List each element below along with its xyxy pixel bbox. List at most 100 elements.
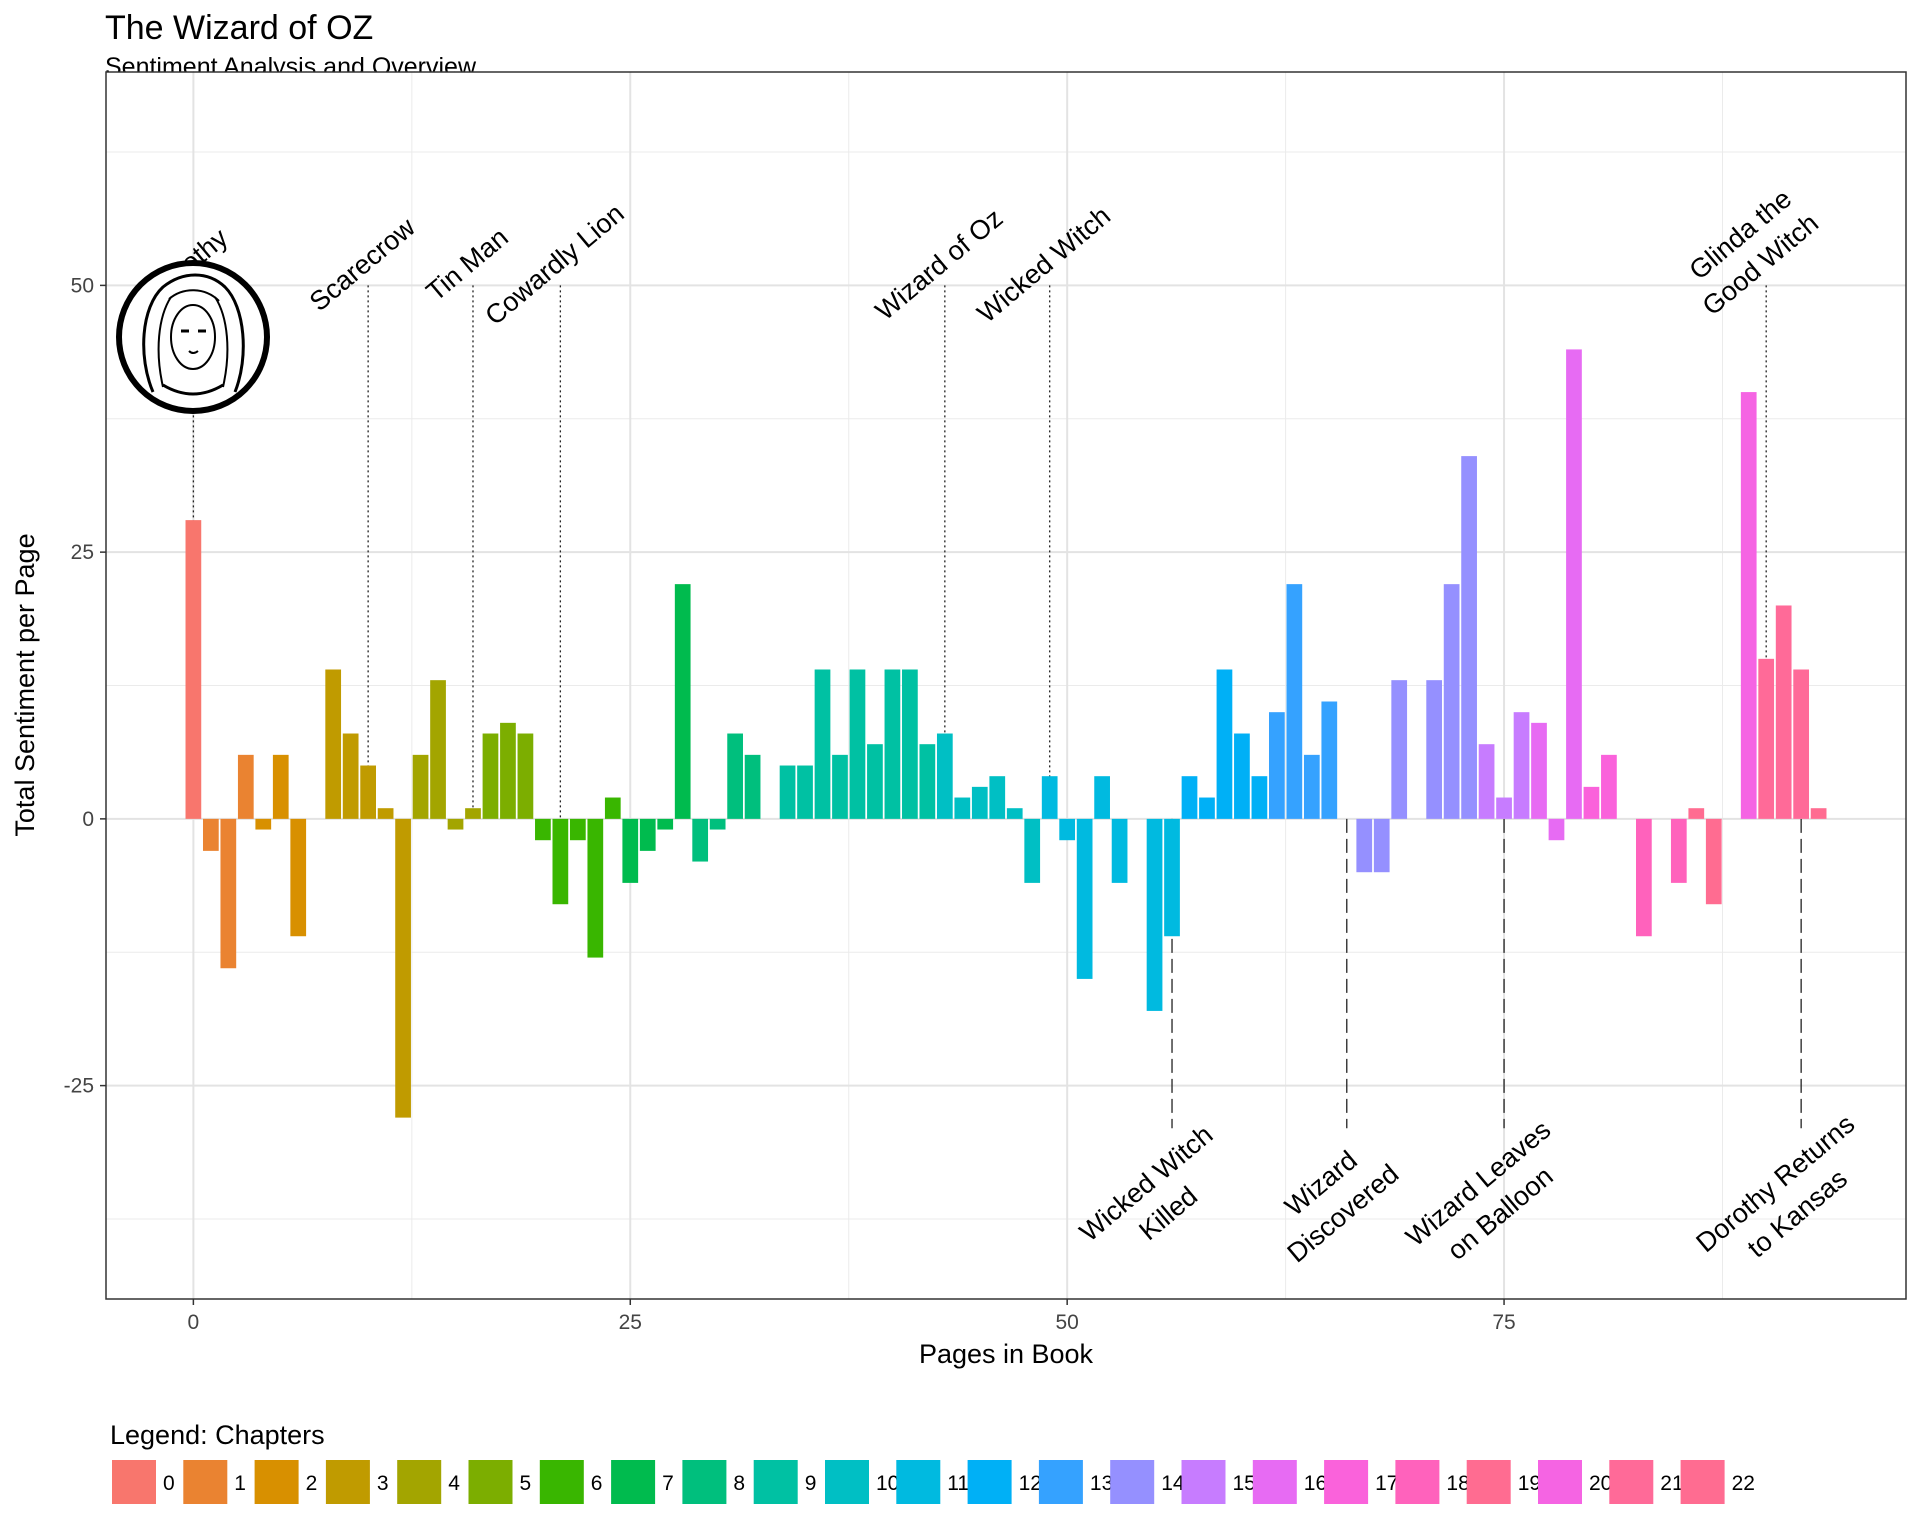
- bar: [674, 584, 691, 819]
- bar: [692, 818, 709, 862]
- legend-label: 11: [947, 1472, 969, 1495]
- bar: [744, 754, 761, 819]
- legend-label: 13: [1090, 1472, 1113, 1495]
- chart-title: The Wizard of OZ: [105, 9, 374, 47]
- bar: [290, 818, 307, 937]
- x-axis-title: Pages in Book: [919, 1339, 1094, 1369]
- bar: [971, 786, 988, 819]
- legend-swatch: [1252, 1460, 1297, 1504]
- bar: [657, 818, 674, 830]
- legend-label: 6: [591, 1472, 603, 1495]
- legend-label: 20: [1589, 1472, 1612, 1495]
- bar: [202, 818, 219, 851]
- bar: [1531, 722, 1547, 819]
- bar: [395, 818, 411, 1118]
- y-tick-label: 50: [71, 274, 94, 297]
- bar: [587, 818, 604, 958]
- bar: [552, 818, 569, 905]
- legend-label: 8: [733, 1472, 745, 1495]
- y-tick-label: 0: [82, 808, 94, 831]
- bar: [1758, 658, 1775, 819]
- bar: [360, 765, 376, 819]
- legend-swatch: [254, 1460, 299, 1504]
- legend-swatch: [1466, 1460, 1511, 1504]
- legend-swatch: [1609, 1460, 1654, 1504]
- x-tick-label: 75: [1492, 1311, 1515, 1334]
- bar: [1373, 818, 1390, 873]
- legend-title: Legend: Chapters: [110, 1420, 325, 1450]
- legend: 0 1 2 3 4 5 6 7 8 9 10 11 12 13 14 15 16 17 18 19 20 21 22: [112, 1460, 1755, 1504]
- bar: [832, 754, 848, 819]
- legend-swatch: [1680, 1460, 1725, 1504]
- legend-swatch: [1324, 1460, 1369, 1504]
- bar: [902, 669, 918, 819]
- bar: [1670, 818, 1687, 883]
- legend-swatch: [183, 1460, 228, 1504]
- legend-label: 15: [1233, 1472, 1256, 1495]
- bar: [482, 733, 499, 819]
- bar: [185, 520, 202, 819]
- bar: [1111, 818, 1128, 883]
- legend-swatch: [896, 1460, 941, 1504]
- bar: [1810, 808, 1827, 819]
- bar: [1269, 712, 1285, 819]
- bar: [1024, 818, 1041, 883]
- bar: [325, 669, 342, 819]
- bar: [1705, 818, 1722, 905]
- legend-label: 22: [1732, 1472, 1755, 1495]
- legend-label: 3: [377, 1472, 389, 1495]
- y-axis: -25 0 25 50: [64, 274, 106, 1098]
- legend-swatch: [753, 1460, 798, 1504]
- bar: [1059, 818, 1076, 841]
- bar: [622, 818, 639, 883]
- bar: [447, 818, 464, 830]
- x-tick-label: 25: [619, 1311, 642, 1334]
- bar: [936, 733, 953, 819]
- legend-swatch: [967, 1460, 1012, 1504]
- bar: [430, 680, 446, 819]
- legend-label: 17: [1375, 1472, 1398, 1495]
- legend-label: 12: [1019, 1472, 1042, 1495]
- bar: [1199, 797, 1215, 819]
- bar: [500, 722, 516, 819]
- legend-label: 4: [448, 1472, 460, 1495]
- bar: [1740, 392, 1757, 819]
- bar: [412, 754, 429, 819]
- legend-swatch: [539, 1460, 584, 1504]
- bar: [867, 744, 883, 819]
- bar: [1006, 808, 1023, 819]
- legend-label: 16: [1304, 1472, 1327, 1495]
- legend-swatch: [825, 1460, 869, 1504]
- legend-swatch: [682, 1460, 727, 1504]
- bar: [954, 797, 971, 819]
- bar: [797, 765, 813, 819]
- bar: [1181, 776, 1198, 819]
- legend-label: 7: [662, 1472, 674, 1495]
- bar: [535, 818, 551, 841]
- legend-label: 10: [876, 1472, 899, 1495]
- legend-label: 19: [1518, 1472, 1541, 1495]
- bar: [1775, 605, 1792, 819]
- bar: [1513, 712, 1530, 819]
- bar: [1636, 818, 1652, 937]
- bar: [919, 744, 936, 819]
- legend-swatch: [1110, 1460, 1155, 1504]
- bar: [237, 754, 254, 819]
- x-axis: 0 25 50 75: [188, 1299, 1516, 1334]
- bar: [465, 808, 481, 819]
- y-axis-title: Total Sentiment per Page: [10, 533, 40, 836]
- bar: [814, 669, 831, 819]
- bar: [1076, 818, 1093, 979]
- bar: [1601, 754, 1617, 819]
- bar: [1391, 680, 1408, 819]
- bar: [1583, 786, 1600, 819]
- legend-swatch: [397, 1460, 442, 1504]
- bar: [1496, 797, 1512, 819]
- bar: [1426, 680, 1443, 819]
- legend-label: 0: [163, 1472, 175, 1495]
- x-tick-label: 0: [188, 1311, 200, 1334]
- bar: [1041, 776, 1058, 819]
- bar: [1251, 776, 1268, 819]
- bar: [1461, 456, 1477, 819]
- bars: [185, 349, 1827, 1118]
